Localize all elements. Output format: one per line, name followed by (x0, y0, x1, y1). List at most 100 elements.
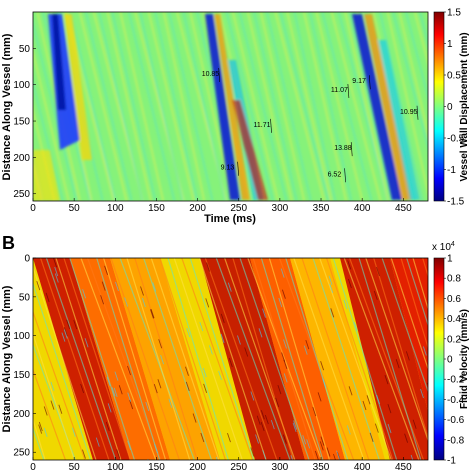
colorbar-b-tick-label: 0.8 (447, 274, 461, 285)
panel-b-streak (39, 258, 110, 460)
panel-a-axes: 0 50 100 150 200 250 300 350 400 450 50 100 150 200 25… (13, 44, 412, 214)
panel-b-speckle (326, 447, 331, 457)
panel-b-speckle (376, 394, 381, 405)
panel-a-pulse-bands (33, 14, 420, 201)
panel-a-stripe (414, 12, 428, 66)
panel-b-speckle (384, 375, 389, 385)
colorbar-a (433, 11, 445, 202)
panel-b-speckle (186, 328, 191, 338)
panel-b-streak (33, 332, 75, 460)
panel-b-band (200, 258, 305, 460)
panel-a-stripe (232, 12, 279, 201)
colorbar-b-tick-label: 0.6 (447, 294, 461, 305)
panel-b-speckle (395, 359, 400, 369)
panel-b-texture (33, 258, 428, 460)
panel-b-speckle (50, 400, 55, 410)
panel-b-speckle (262, 308, 266, 318)
panel-b-speckle (43, 427, 48, 437)
panel-b-streak (45, 258, 117, 460)
panel-a-stripe (162, 12, 206, 201)
panel-a-ytick-label: 50 (19, 44, 31, 55)
panel-b-speckle (140, 286, 144, 296)
colorbar-b-multiplier-exponent: 4 (451, 241, 455, 248)
panel-a-annotation: 6.52 (328, 171, 342, 178)
panel-b-axes: 0 50 100 150 200 250 300 350 400 450 0 50 100 150 200 2… (13, 254, 412, 474)
panel-b-band (250, 258, 345, 460)
panel-a-xtick-label: 400 (354, 203, 371, 214)
panel-b-streak (343, 258, 420, 460)
panel-a-annotation-marker (347, 83, 350, 98)
panel-a-xtick-label: 200 (189, 203, 206, 214)
panel-a-ytick-label: 100 (13, 80, 30, 91)
panel-b-streak (365, 258, 428, 442)
panel-b-speckle (305, 340, 310, 350)
panel-b-speckle (250, 391, 255, 401)
panel-b-speckle (101, 281, 106, 291)
panel-b-speckle (262, 449, 267, 460)
panel-a-stripe (85, 12, 133, 201)
colorbar-a-ticks: 1.5 1 0.5 0 -0.5 -1 -1.5 (444, 8, 465, 208)
panel-b-speckle (202, 367, 207, 378)
panel-b-xtick-label: 300 (272, 462, 289, 473)
panel-b-xtick-label: 200 (189, 462, 206, 473)
panel-a-xtick-label: 250 (230, 203, 247, 214)
panel-b-speckle (373, 290, 378, 301)
panel-b-speckle (114, 371, 119, 381)
panel-b-speckle (281, 289, 286, 299)
panel-b-speckle (228, 357, 233, 368)
panel-b-streak (63, 258, 131, 460)
panel-b-streak (110, 258, 180, 460)
panel-a-stripe (154, 12, 198, 201)
colorbar-b-tick-label: 1 (447, 254, 453, 265)
panel-a-annotation: 11.71 (254, 122, 271, 129)
panel-a-ytick-label: 200 (13, 153, 30, 164)
panel-b-speckle (63, 327, 68, 337)
panel-b-streak (33, 310, 86, 460)
panel-b-speckle (283, 339, 287, 349)
panel-b-speckle (43, 406, 48, 416)
panel-b-speckle (54, 266, 59, 277)
panel-b-speckle (205, 298, 210, 308)
panel-a-stripe (405, 12, 428, 100)
panel-b-speckle (347, 260, 352, 270)
panel-b-speckle (362, 400, 367, 411)
panel-b-speckle (227, 432, 231, 443)
panel-b-speckle (244, 347, 249, 357)
panel-b-speckle (422, 346, 427, 356)
panel-b-ytick-label: 50 (19, 292, 31, 303)
panel-b-speckle (329, 283, 334, 294)
panel-b-streak (390, 258, 428, 371)
panel-b-speckle (387, 403, 392, 414)
panel-b-speckle (348, 386, 353, 396)
panel-b-speckle (152, 282, 157, 292)
panel-b-ytick-label: 100 (13, 331, 30, 342)
panel-b-speckle (320, 436, 325, 446)
panel-b-speckle (53, 258, 58, 268)
panel-b-speckle (218, 370, 223, 381)
panel-b-streak (412, 258, 428, 311)
panel-b-streak (400, 258, 428, 350)
panel-b-streak (103, 258, 167, 460)
panel-b-speckle (113, 387, 118, 397)
colorbar-b-tick-label: -1 (447, 456, 456, 467)
panel-b-streak (181, 258, 254, 460)
panel-a-stripe (33, 20, 78, 201)
panel-a-stripe (349, 12, 394, 201)
panel-b-speckle (270, 420, 275, 430)
panel-b-streak (406, 258, 428, 327)
panel-a-texture (33, 12, 428, 201)
panel-b-speckle (107, 403, 112, 413)
colorbar-a-tick-label: -1 (447, 165, 456, 176)
colorbar-b-multiplier-base: x 10 (432, 242, 451, 253)
colorbar-a-tick-label: 1.5 (447, 8, 461, 19)
panel-b-speckle (165, 459, 167, 460)
panel-b-speckle (50, 381, 55, 392)
panel-b-speckle (280, 268, 285, 278)
panel-a-stripe (168, 12, 214, 201)
panel-b-speckle (106, 376, 111, 387)
panel-b-speckle (200, 432, 205, 443)
panel-a-stripe (266, 12, 312, 201)
panel-b-streak (358, 258, 422, 460)
colorbar-b-label: Fluid Velocity (mm/s) (459, 309, 470, 409)
